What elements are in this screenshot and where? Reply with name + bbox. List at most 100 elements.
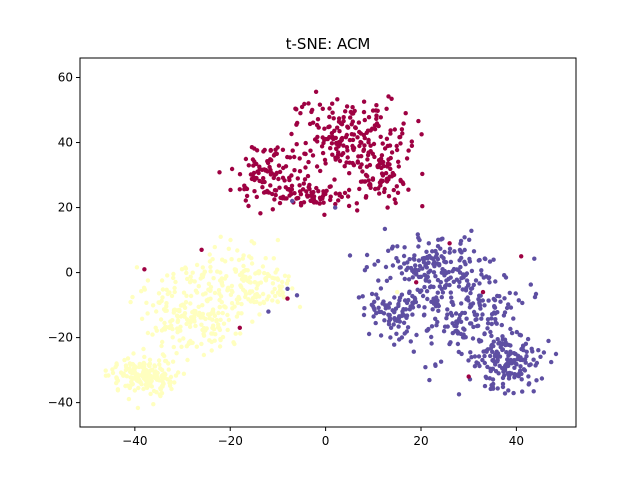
scatter-point bbox=[311, 189, 316, 195]
scatter-point bbox=[205, 299, 210, 304]
scatter-points bbox=[103, 89, 559, 411]
scatter-point bbox=[200, 311, 206, 317]
scatter-point bbox=[454, 321, 460, 326]
scatter-point bbox=[459, 301, 464, 306]
scatter-point bbox=[201, 352, 207, 358]
scatter-point bbox=[157, 392, 162, 397]
scatter-point bbox=[150, 303, 156, 308]
scatter-point bbox=[383, 171, 389, 176]
scatter-point bbox=[368, 128, 373, 133]
scatter-point bbox=[218, 234, 223, 239]
scatter-point bbox=[396, 164, 401, 169]
scatter-point bbox=[194, 262, 200, 268]
scatter-point bbox=[422, 312, 427, 317]
scatter-point bbox=[467, 321, 473, 326]
scatter-point bbox=[525, 336, 531, 342]
scatter-point bbox=[357, 186, 362, 192]
scatter-point bbox=[403, 307, 409, 312]
scatter-point bbox=[477, 293, 482, 298]
scatter-point bbox=[284, 196, 289, 201]
scatter-point bbox=[518, 368, 523, 373]
scatter-point bbox=[408, 265, 414, 271]
scatter-point bbox=[279, 284, 285, 289]
scatter-point bbox=[452, 249, 457, 254]
scatter-point bbox=[378, 115, 383, 120]
scatter-point bbox=[344, 132, 349, 138]
scatter-point bbox=[270, 191, 275, 197]
scatter-point bbox=[255, 282, 260, 288]
scatter-point bbox=[422, 272, 427, 278]
scatter-point bbox=[501, 369, 506, 374]
scatter-point bbox=[336, 116, 342, 121]
scatter-point bbox=[271, 175, 276, 181]
scatter-point bbox=[164, 301, 169, 306]
scatter-point bbox=[328, 197, 333, 203]
scatter-point bbox=[184, 270, 189, 276]
scatter-point bbox=[435, 290, 440, 295]
scatter-point bbox=[451, 302, 456, 307]
scatter-point bbox=[300, 187, 306, 192]
scatter-point bbox=[448, 259, 454, 265]
scatter-point bbox=[422, 284, 427, 290]
scatter-point bbox=[459, 276, 464, 281]
scatter-point bbox=[404, 300, 410, 306]
scatter-point bbox=[260, 291, 266, 297]
scatter-point bbox=[495, 357, 500, 363]
scatter-point bbox=[392, 197, 397, 202]
scatter-point bbox=[200, 303, 205, 308]
scatter-point bbox=[402, 245, 407, 250]
scatter-point bbox=[285, 296, 290, 301]
scatter-point bbox=[346, 187, 352, 193]
scatter-point bbox=[350, 105, 355, 110]
scatter-point bbox=[124, 364, 129, 370]
scatter-point bbox=[212, 338, 217, 343]
scatter-point bbox=[225, 312, 230, 318]
scatter-point bbox=[161, 381, 166, 386]
scatter-point bbox=[350, 137, 356, 143]
scatter-point bbox=[126, 396, 132, 402]
scatter-point bbox=[246, 203, 251, 209]
scatter-point bbox=[484, 375, 489, 381]
scatter-point bbox=[391, 172, 397, 178]
scatter-point bbox=[500, 381, 506, 387]
scatter-point bbox=[135, 405, 141, 411]
scatter-point bbox=[488, 353, 493, 359]
scatter-point bbox=[480, 357, 485, 363]
scatter-point bbox=[425, 328, 430, 333]
scatter-point bbox=[198, 276, 203, 281]
scatter-point bbox=[364, 194, 369, 199]
scatter-point bbox=[422, 305, 427, 310]
scatter-point bbox=[125, 383, 130, 388]
scatter-point bbox=[110, 367, 115, 372]
scatter-point bbox=[199, 322, 204, 327]
scatter-point bbox=[442, 249, 447, 255]
scatter-point bbox=[456, 349, 461, 355]
scatter-point bbox=[337, 158, 343, 164]
scatter-point bbox=[146, 377, 151, 383]
scatter-point bbox=[490, 349, 495, 354]
scatter-point bbox=[138, 362, 143, 367]
scatter-point bbox=[335, 97, 340, 102]
scatter-point bbox=[383, 303, 388, 308]
scatter-point bbox=[315, 117, 321, 122]
scatter-point bbox=[217, 278, 223, 283]
scatter-point bbox=[330, 101, 335, 106]
scatter-point bbox=[439, 254, 444, 259]
y-tick-label: −20 bbox=[48, 331, 73, 345]
scatter-point bbox=[168, 319, 173, 324]
scatter-point bbox=[220, 310, 225, 316]
scatter-point bbox=[389, 150, 395, 155]
scatter-point bbox=[165, 273, 170, 278]
scatter-point bbox=[339, 137, 344, 143]
scatter-point bbox=[447, 341, 452, 347]
scatter-point bbox=[401, 253, 407, 259]
scatter-point bbox=[444, 278, 449, 283]
scatter-point bbox=[405, 265, 411, 270]
scatter-point bbox=[401, 121, 406, 126]
scatter-point bbox=[304, 189, 309, 194]
scatter-point bbox=[469, 355, 474, 360]
scatter-point bbox=[426, 279, 432, 284]
scatter-point bbox=[305, 173, 311, 179]
scatter-point bbox=[402, 331, 407, 336]
plot-frame bbox=[79, 57, 577, 428]
